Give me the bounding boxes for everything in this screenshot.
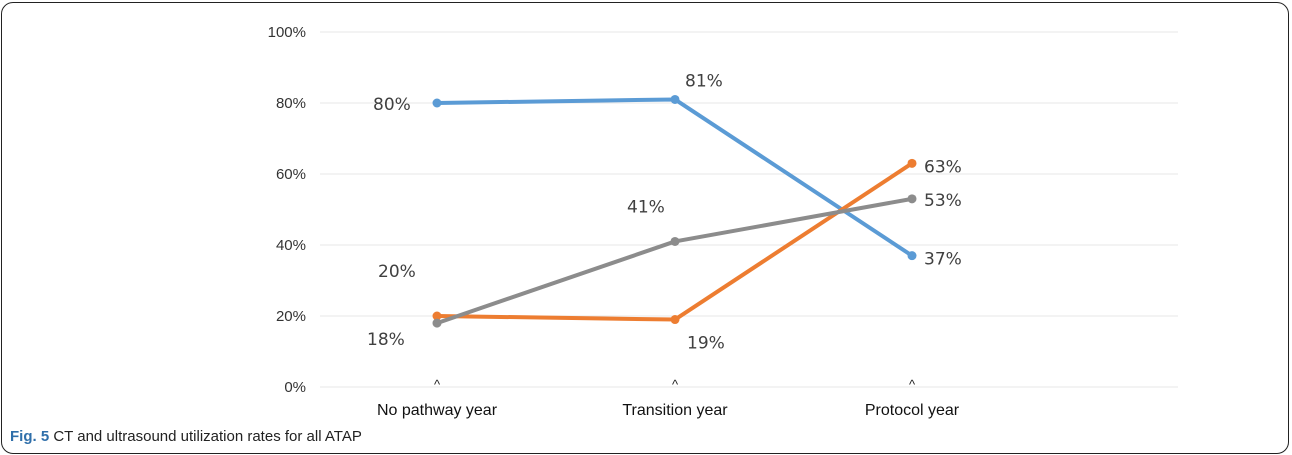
caption-text: CT and ultrasound utilization rates for …	[53, 428, 362, 445]
data-label: 20%	[378, 262, 416, 282]
data-point	[432, 318, 442, 328]
x-tick-marker: ^	[434, 377, 441, 392]
data-label: 41%	[627, 197, 665, 217]
x-category-label: Protocol year	[865, 402, 960, 419]
caption-label: Fig. 5	[10, 428, 50, 445]
series-line-3	[435, 196, 914, 326]
data-point	[907, 194, 917, 204]
series-lines	[435, 97, 914, 326]
data-point	[670, 94, 680, 104]
y-tick-label: 60%	[276, 166, 306, 183]
data-point	[670, 315, 680, 325]
x-axis-categories: ^ No pathway year ^ Transition year ^ Protoco…	[377, 377, 960, 419]
data-point	[432, 98, 442, 108]
data-label: 37%	[924, 250, 962, 270]
y-axis-ticks: 0% 20% 40% 60% 80% 100%	[268, 24, 306, 396]
data-label: 80%	[373, 95, 411, 115]
data-point	[670, 236, 680, 246]
data-label: 81%	[685, 71, 723, 91]
data-label: 19%	[687, 334, 725, 354]
y-tick-label: 40%	[276, 237, 306, 254]
y-tick-label: 100%	[268, 24, 306, 41]
data-point	[432, 311, 442, 321]
x-tick-marker: ^	[909, 377, 916, 392]
figure-caption: Fig. 5 CT and ultrasound utilization rat…	[10, 428, 362, 445]
series-points	[432, 94, 917, 328]
data-label: 18%	[367, 330, 405, 350]
data-point	[907, 251, 917, 261]
series-line-1	[435, 97, 914, 258]
data-point	[907, 158, 917, 168]
x-tick-marker: ^	[672, 377, 679, 392]
data-labels: 80% 81% 37% 20% 19% 63% 18% 41% 53%	[367, 71, 962, 353]
data-label: 63%	[924, 157, 962, 177]
x-category-label: No pathway year	[377, 402, 498, 419]
y-tick-label: 20%	[276, 308, 306, 325]
y-tick-label: 80%	[276, 95, 306, 112]
data-label: 53%	[924, 191, 962, 211]
y-tick-label: 0%	[284, 379, 306, 396]
gridlines	[320, 31, 1178, 388]
x-category-label: Transition year	[622, 402, 728, 419]
